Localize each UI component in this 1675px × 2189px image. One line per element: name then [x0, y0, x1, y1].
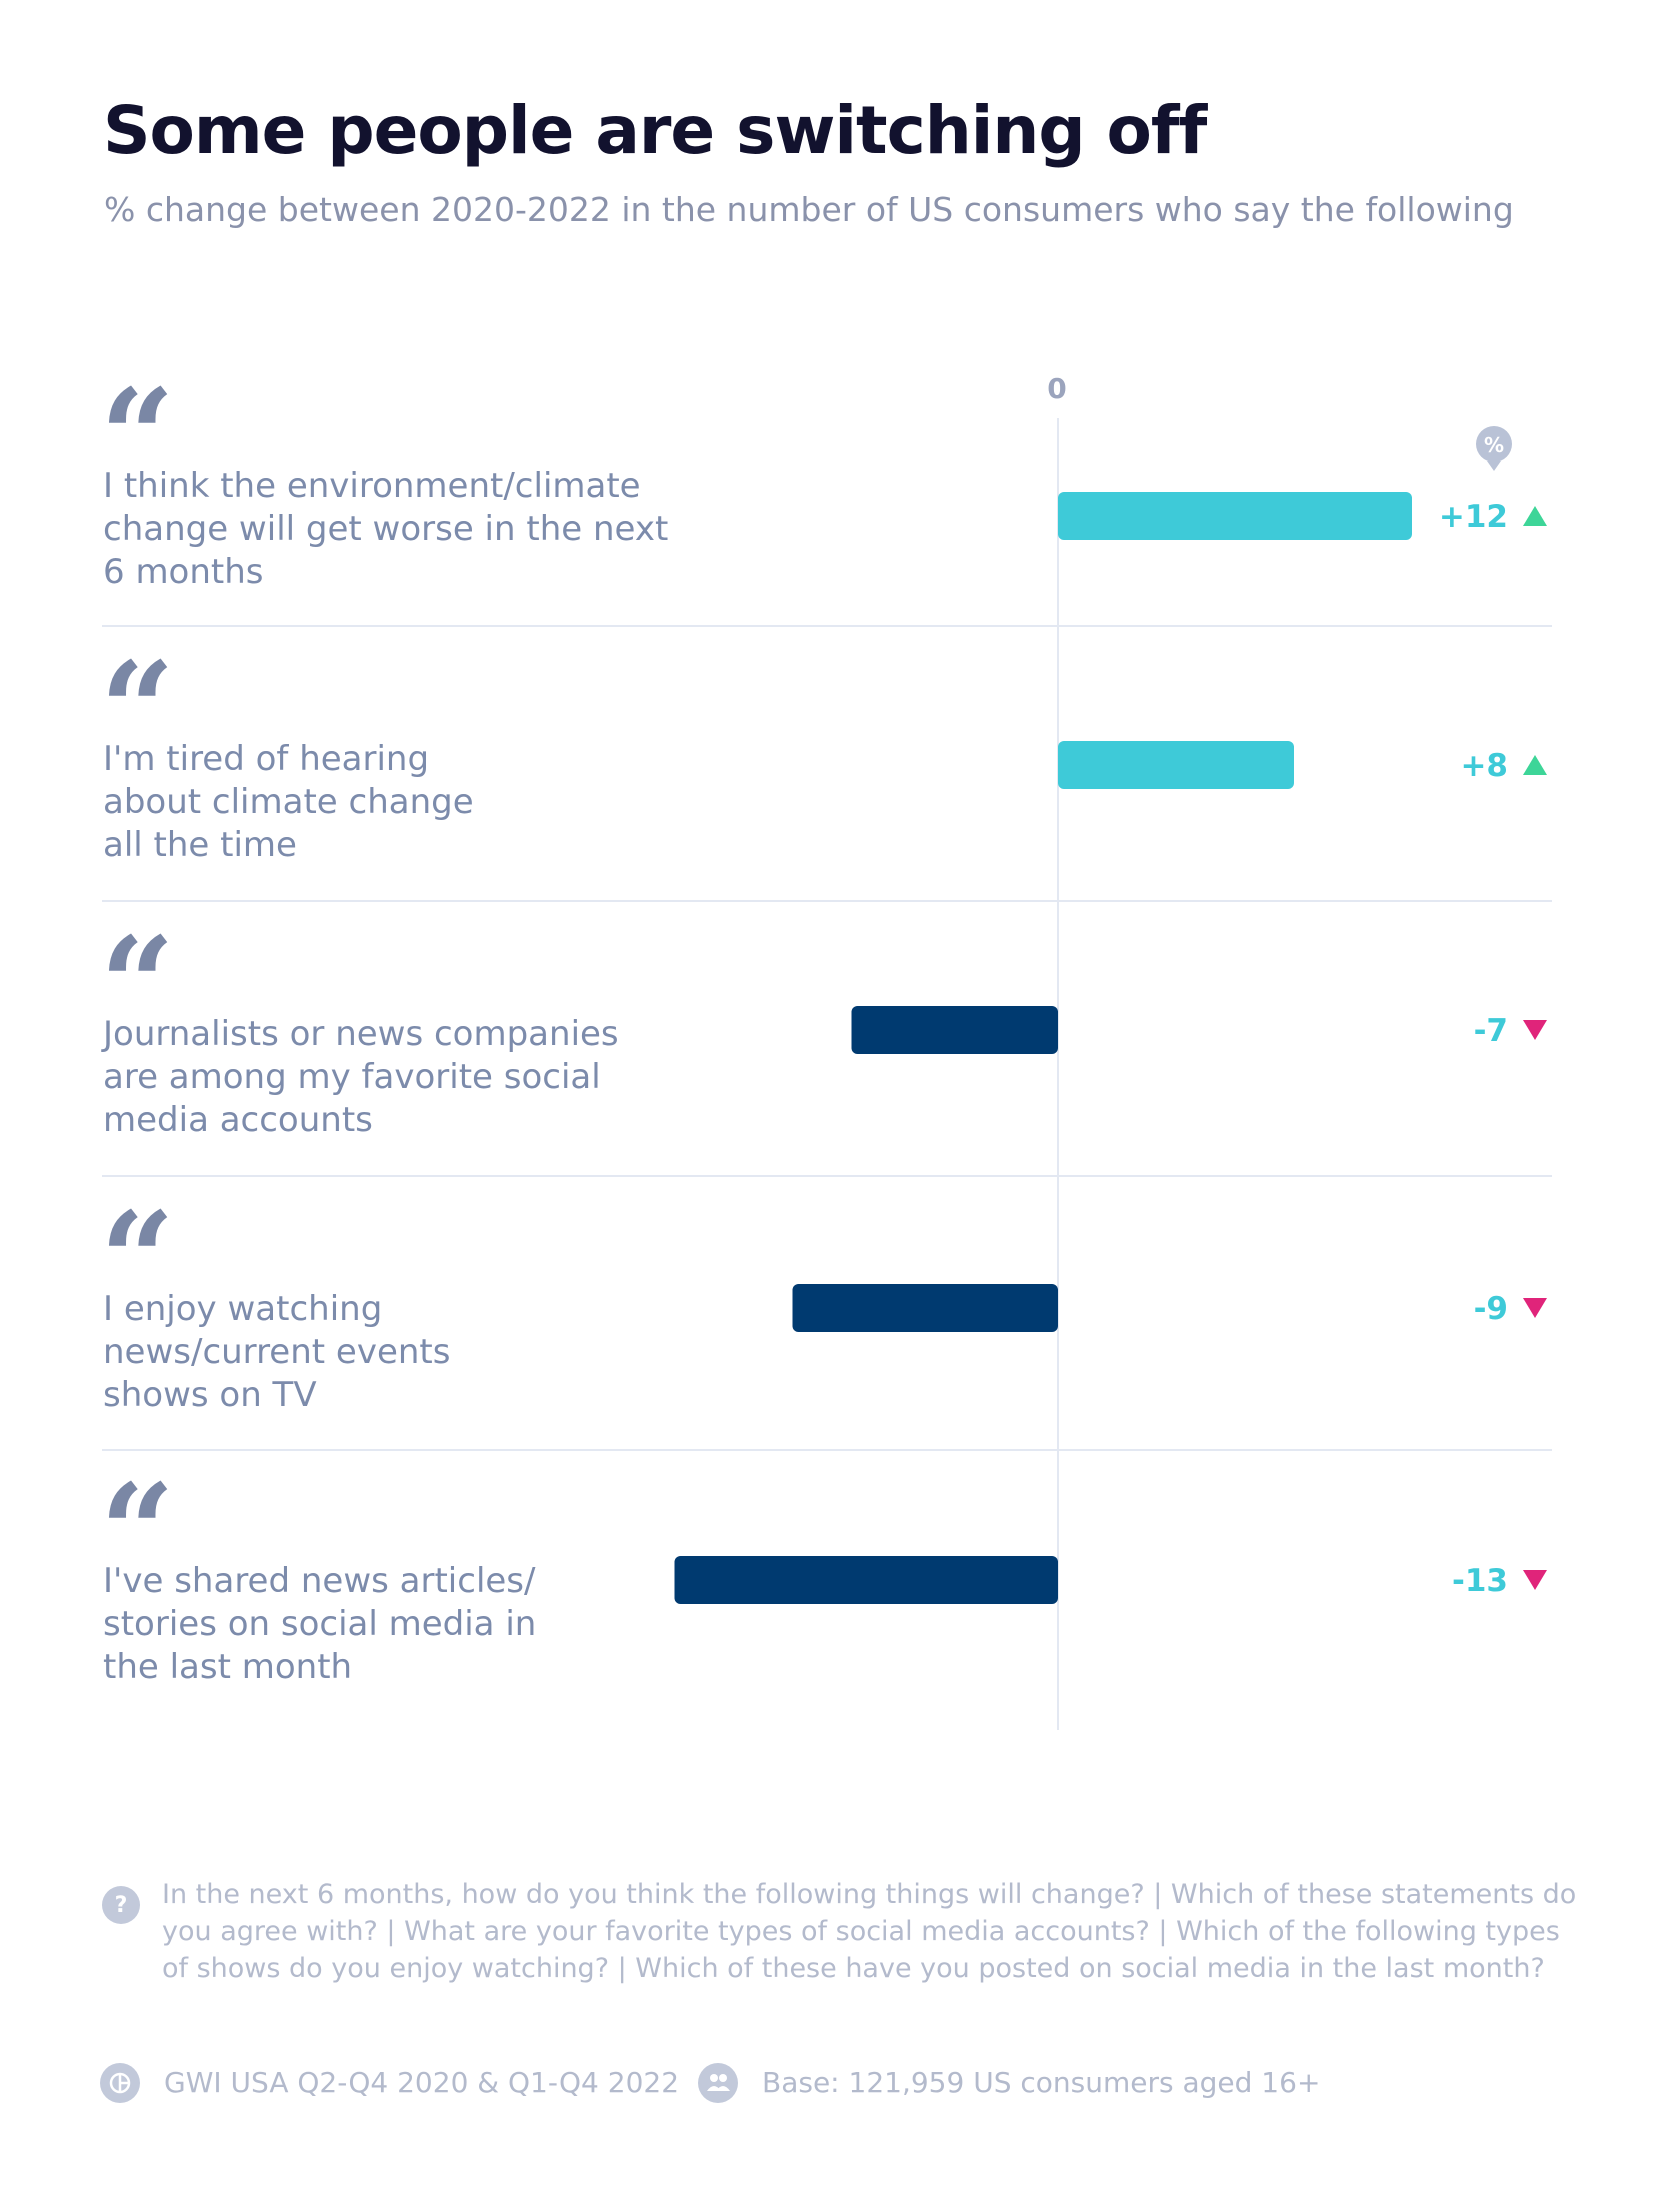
- quote-icon: “: [100, 1455, 175, 1608]
- statement-label: stories on social media in: [103, 1604, 536, 1644]
- value-label: +8: [1460, 748, 1508, 784]
- value-label: +12: [1439, 499, 1508, 535]
- value-bar: [674, 1556, 1058, 1604]
- value-bar: [851, 1006, 1058, 1054]
- value-bar: [1058, 492, 1412, 540]
- question-icon: ?: [102, 1886, 140, 1924]
- chart-subtitle: % change between 2020-2022 in the number…: [104, 190, 1514, 229]
- quote-icon: “: [100, 1183, 175, 1336]
- value-label: -9: [1474, 1291, 1508, 1327]
- statement-label: I think the environment/climate: [103, 466, 641, 506]
- unit-badge: %: [1476, 426, 1512, 471]
- up-arrow-icon: [1523, 506, 1547, 526]
- value-bar: [1058, 741, 1294, 789]
- statement-label: Journalists or news companies: [101, 1014, 619, 1054]
- bar-chart: 0 % “I think the environment/climatechan…: [100, 360, 1552, 1730]
- up-arrow-icon: [1523, 755, 1547, 775]
- value-label: -7: [1474, 1013, 1508, 1049]
- statement-label: are among my favorite social: [103, 1057, 601, 1097]
- source-label: GWI USA Q2-Q4 2020 & Q1-Q4 2022: [164, 2066, 680, 2099]
- quote-icon: “: [100, 908, 175, 1061]
- statement-label: shows on TV: [103, 1375, 317, 1415]
- down-arrow-icon: [1523, 1570, 1547, 1590]
- statement-label: media accounts: [103, 1100, 373, 1140]
- down-arrow-icon: [1523, 1298, 1547, 1318]
- statement-label: I enjoy watching: [103, 1289, 382, 1329]
- statement-label: I've shared news articles/: [103, 1561, 536, 1601]
- down-arrow-icon: [1523, 1020, 1547, 1040]
- unit-badge-text: %: [1484, 433, 1504, 457]
- question-icon-glyph: ?: [114, 1892, 128, 1918]
- axis-zero-label: 0: [1047, 372, 1066, 405]
- quote-icon: “: [100, 633, 175, 786]
- statement-label: change will get worse in the next: [103, 509, 668, 549]
- statement-label: 6 months: [103, 552, 264, 592]
- value-bar: [792, 1284, 1058, 1332]
- value-label: -13: [1452, 1563, 1508, 1599]
- statement-label: news/current events: [103, 1332, 450, 1372]
- survey-questions: In the next 6 months, how do you think t…: [162, 1879, 1577, 1984]
- statement-label: I'm tired of hearing: [103, 739, 429, 779]
- base-label: Base: 121,959 US consumers aged 16+: [762, 2066, 1321, 2099]
- chart-title: Some people are switching off: [103, 92, 1207, 169]
- statement-label: all the time: [103, 825, 297, 865]
- gwi-logo-icon: [100, 2063, 140, 2103]
- quote-icon: “: [100, 360, 175, 513]
- statement-label: the last month: [103, 1647, 352, 1687]
- people-icon: [698, 2063, 738, 2103]
- statement-label: about climate change: [103, 782, 474, 822]
